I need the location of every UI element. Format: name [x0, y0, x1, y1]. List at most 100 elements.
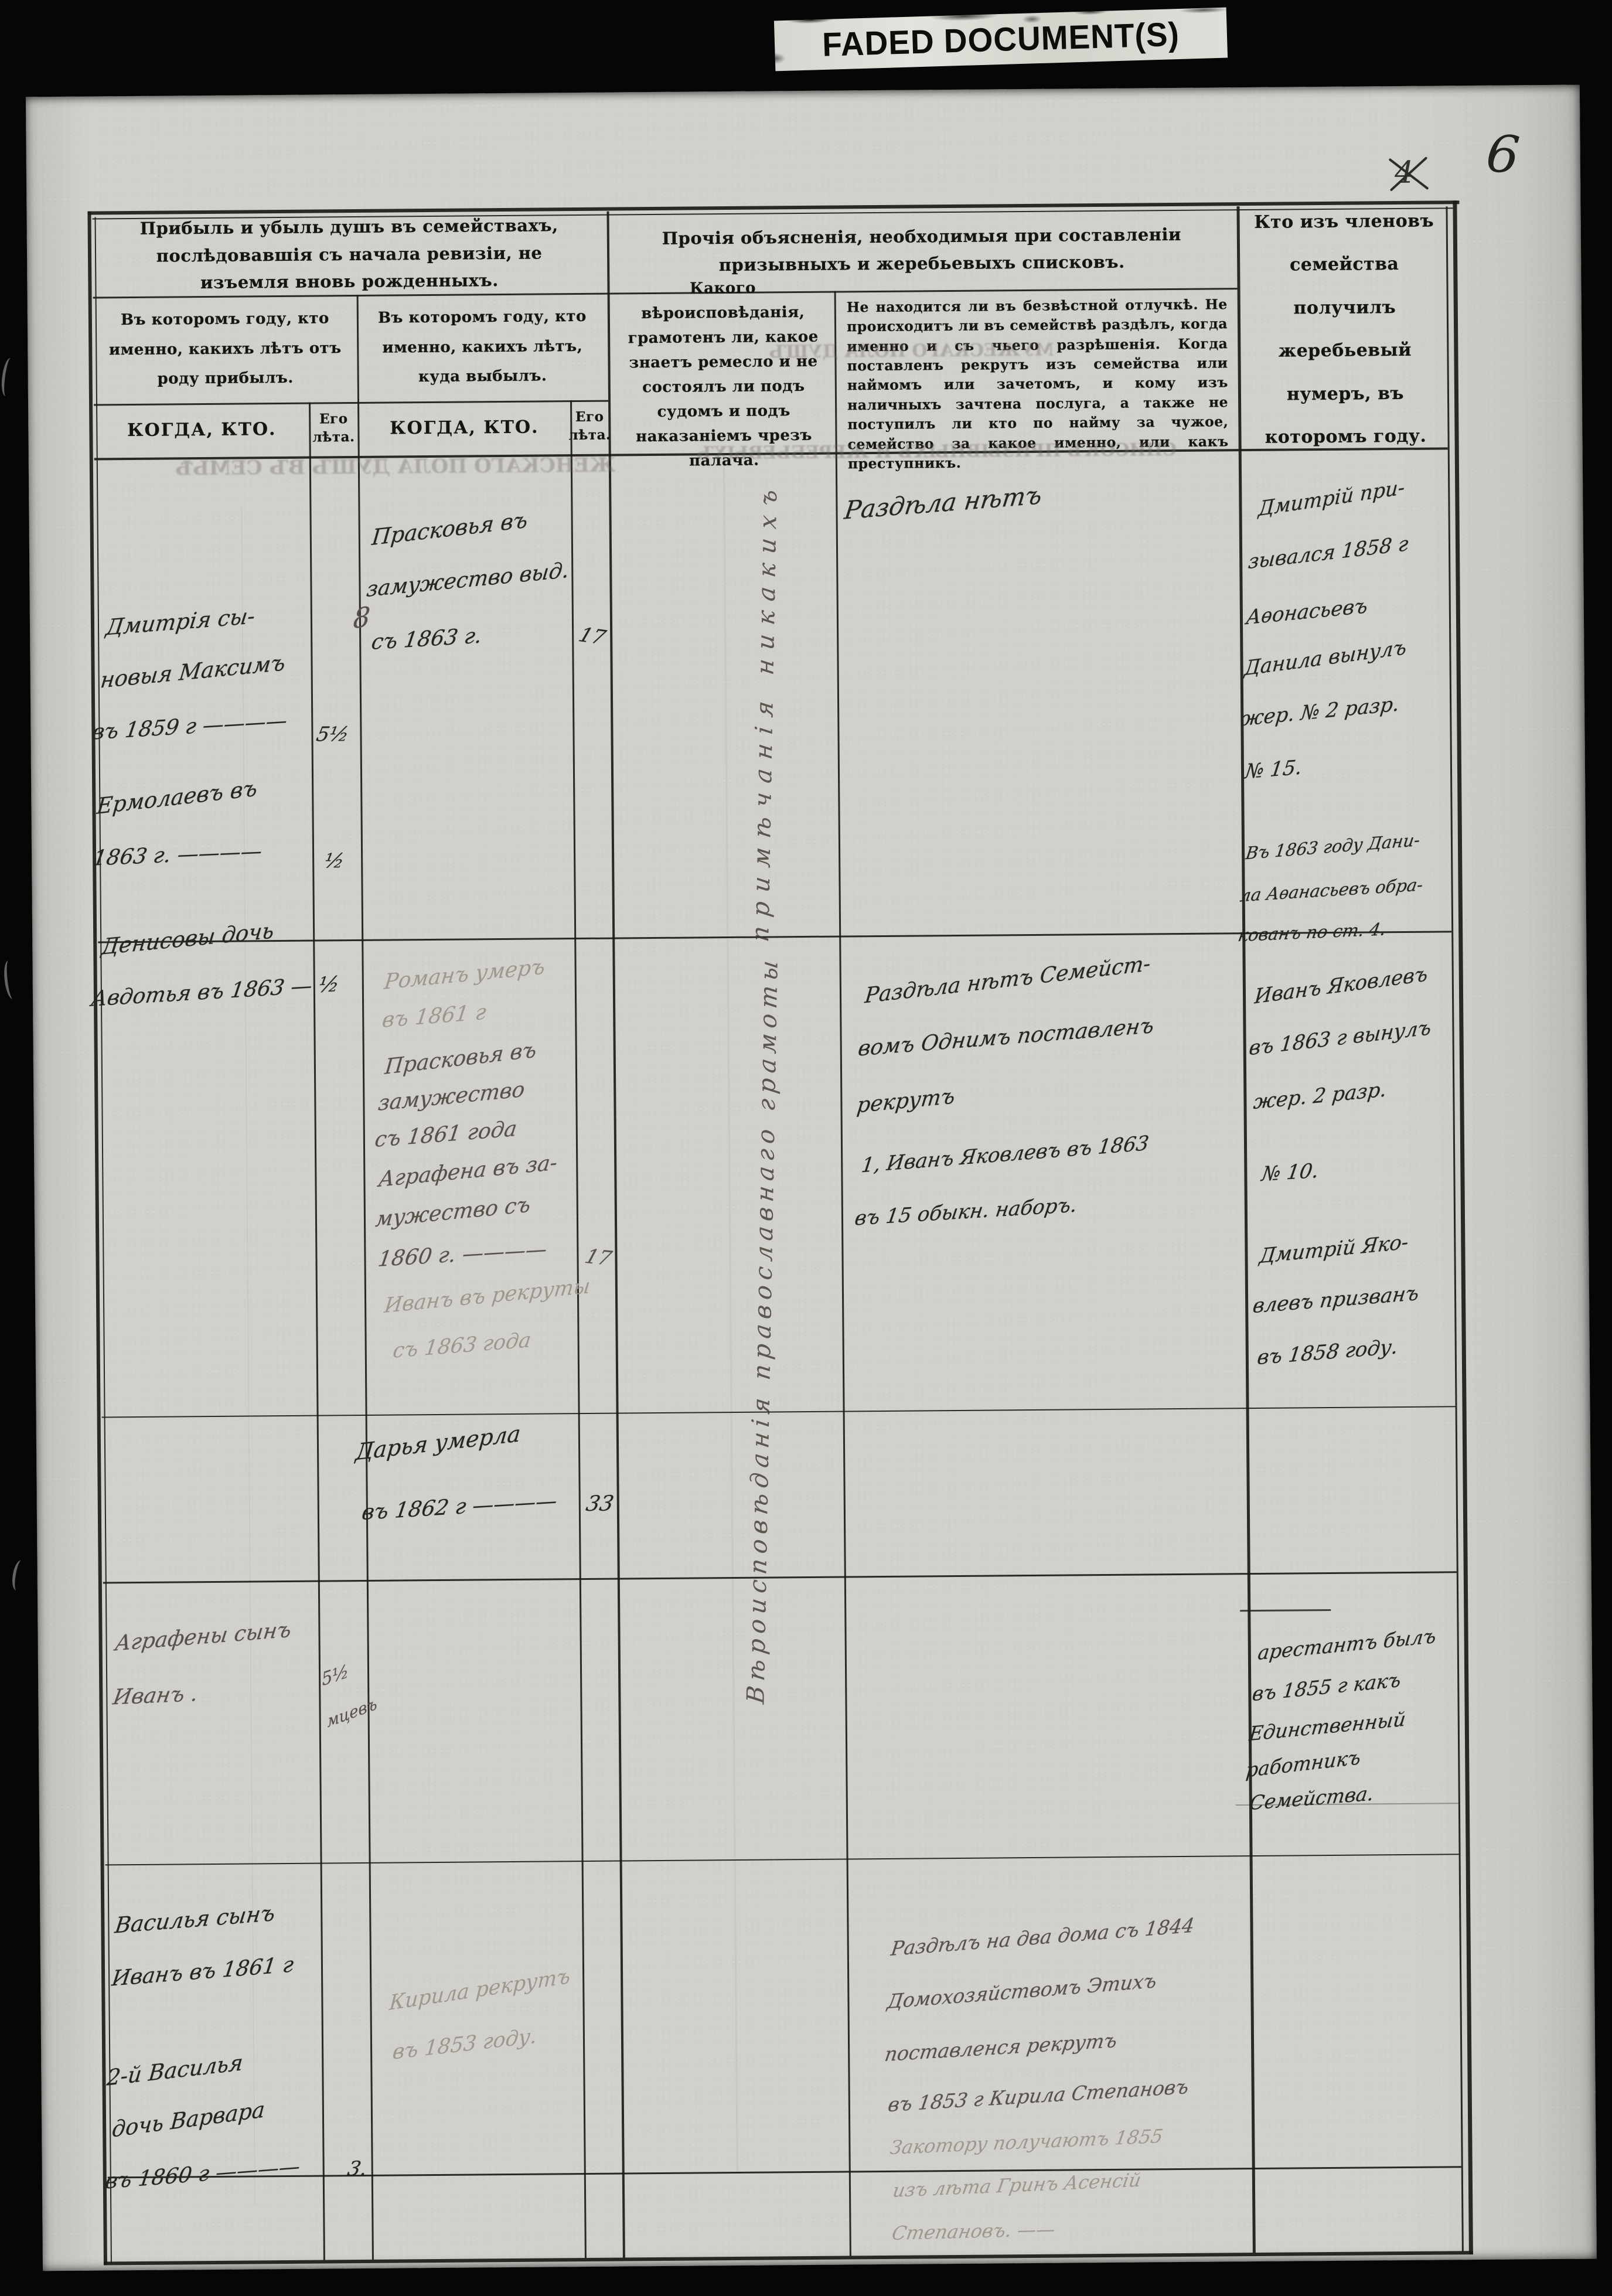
header-left-title: Прибыль и убыль душъ въ семействахъ, пос…: [139, 215, 558, 293]
handwritten-entry: Аѳонасьевъ: [1245, 594, 1369, 630]
crossed-page-number: 4: [1388, 155, 1429, 192]
handwritten-entry: Домохозяйствомъ Этихъ: [885, 1968, 1158, 2014]
handwritten-entry: въ 1858 году.: [1256, 1335, 1400, 1370]
page-number: 6: [1483, 122, 1522, 186]
handwritten-entry: Иванъ въ рекруты: [383, 1274, 592, 1318]
handwritten-entry: съ 1861 года: [373, 1116, 519, 1153]
handwritten-entry: жер. 2 разр.: [1252, 1078, 1388, 1115]
handwritten-entry: Авдотья въ 1863 — ½: [89, 972, 341, 1011]
handwritten-entry: Прасковья въ: [383, 1038, 538, 1079]
handwritten-entry: Прасковья въ: [370, 507, 529, 551]
handwritten-entry: ½: [322, 849, 347, 873]
header-absence: Не находится ли въ безвѣстной отлучкѣ. Н…: [846, 296, 1229, 472]
handwritten-entry: 17: [575, 623, 609, 649]
handwritten-entry: новыя Максимъ: [99, 650, 287, 693]
grid-line: [101, 1406, 1456, 1418]
grid-line: [1236, 206, 1256, 2253]
handwritten-entry: арестантъ былъ: [1256, 1624, 1438, 1665]
handwritten-entry: вомъ Однимъ поставленъ: [856, 1013, 1156, 1061]
handwritten-entry: Аграфена въ за-: [377, 1150, 559, 1193]
table-border: [1453, 200, 1473, 2255]
bleedthrough-layer: ЖЕНСКАГО ПОЛА ДУШЪ ВЪ СЕМЬѢ СПИСОКЪ ПРИЗЫ…: [26, 85, 1580, 481]
binding-stitch: [2, 959, 21, 1000]
handwritten-entry: Раздѣла нѣтъ Семейст-: [863, 951, 1152, 1009]
grid-line: [107, 2166, 1461, 2179]
handwritten-entry: въ 1853 г Кирила Степановъ: [886, 2074, 1191, 2117]
handwritten-entry: Иванъ .: [111, 1681, 200, 1710]
stamp-label: FADED DOCUMENT(S): [822, 15, 1180, 64]
paper-crease: [241, 505, 256, 2205]
handwritten-entry: 33: [584, 1491, 616, 1516]
grid-line: [105, 1854, 1459, 1866]
handwritten-entry: 2-й Василья: [105, 2049, 244, 2091]
table-border: [103, 2251, 1473, 2266]
handwritten-entry: 17: [582, 1245, 615, 1270]
handwritten-entry: поставленся рекрутъ: [883, 2028, 1119, 2066]
handwritten-entry: 8: [352, 600, 372, 635]
grid-line: [834, 291, 851, 2256]
handwritten-entry: замужество выд.: [365, 558, 571, 602]
bleedthrough-text: МУЖЕСКАГО ПОЛА ДУШЪ: [769, 339, 1054, 363]
header-right-title: Кто изъ членовъ семейства получилъ жереб…: [1254, 210, 1434, 448]
paper-crease: [722, 455, 738, 2172]
document-paper: 4 6 Прибыль и убыл: [25, 84, 1597, 2271]
handwritten-entry: замужество: [377, 1077, 526, 1116]
handwritten-entry: Закотору получаютъ 1855: [888, 2124, 1165, 2159]
handwritten-entry: въ 1859 г ————: [90, 708, 289, 745]
header-his-age-1: Его лѣта.: [312, 411, 355, 445]
handwritten-entry: Дмитрій при-: [1257, 475, 1406, 522]
handwritten-entry: съ 1863 г.: [370, 624, 484, 655]
grid-line: [103, 1571, 1457, 1584]
handwritten-entry: Дмитрія сы-: [104, 603, 257, 641]
header-when-who-1: КОГДА, КТО.: [127, 418, 277, 441]
handwritten-entry: 1, Иванъ Яковлевъ въ 1863: [860, 1131, 1151, 1178]
handwritten-entry: Раздѣлъ на два дома съ 1844: [890, 1913, 1196, 1961]
handwritten-entry: Ермолаевъ въ: [96, 775, 259, 819]
handwritten-entry: № 10.: [1260, 1159, 1321, 1187]
handwritten-entry: Семейства.: [1248, 1781, 1375, 1815]
handwritten-entry: рекрутъ: [856, 1084, 957, 1118]
handwritten-entry: Степановъ. ——: [890, 2217, 1058, 2244]
handwritten-entry: въ 15 обыкн. наборъ.: [853, 1193, 1079, 1231]
header-when-who-2: КОГДА, КТО.: [390, 417, 539, 439]
grid-line: [570, 400, 587, 2258]
handwritten-entry: мцевъ: [325, 1694, 379, 1732]
handwritten-entry: 5½: [321, 1660, 350, 1691]
handwritten-entry: Дарья умерла: [354, 1420, 522, 1466]
handwritten-entry: въ 1860 г ————: [104, 2154, 302, 2194]
bleedthrough-text: ЖЕНСКАГО ПОЛА ДУШЪ ВЪ СЕМЬѢ: [175, 453, 616, 481]
handwritten-entry: Раздѣла нѣтъ: [843, 480, 1044, 525]
handwritten-entry: Романъ умеръ: [383, 955, 547, 994]
handwritten-entry: дочь Варвара: [111, 2096, 266, 2142]
handwritten-entry: кованъ по ст. 4.: [1236, 919, 1388, 946]
vertical-note: примѣчанія никакихъ: [746, 478, 783, 943]
handwritten-entry: 5½: [314, 723, 352, 747]
handwritten-entry: ла Аѳанасьевъ обра-: [1239, 874, 1424, 906]
bleedthrough-text: СПИСОКЪ ПРИЗЫВНЫХЪ И ЖЕРЕБЬЕВЫХЪ: [696, 439, 1177, 464]
handwritten-entry: 1860 г. ————: [376, 1237, 549, 1272]
handwritten-entry: Кирила рекрутъ: [388, 1964, 571, 2016]
header-religion: Какого вѣроисповѣданія, грамотенъ ли, ка…: [628, 279, 819, 470]
handwritten-entry: въ 1863 г вынулъ: [1248, 1016, 1433, 1061]
handwritten-entry: въ 1861 г: [380, 1000, 488, 1033]
handwritten-entry: Данила вынулъ: [1243, 635, 1407, 681]
handwritten-entry: Въ 1863 году Дани-: [1244, 829, 1422, 864]
handwritten-entry: въ 1855 г какъ: [1251, 1668, 1402, 1706]
handwritten-entry: 3.: [345, 2157, 370, 2181]
handwritten-entry: Денисовы дочь: [100, 918, 275, 960]
grid-line: [309, 402, 325, 2260]
header-his-age-2: Его лѣта.: [568, 408, 611, 444]
handwritten-entry: въ 1862 г ————: [360, 1488, 559, 1525]
binding-stitch: [10, 1559, 29, 1592]
grid-line: [1240, 1609, 1331, 1612]
handwriting-layer: Дмитрія сы-новыя Максимъ въ 1859 г ———— 5½…: [26, 85, 1580, 2244]
handwritten-entry: влевъ призванъ: [1251, 1281, 1421, 1319]
handwritten-entry: работникъ: [1245, 1745, 1362, 1782]
handwritten-entry: № 15.: [1243, 755, 1304, 784]
handwritten-entry: Единственный: [1248, 1707, 1407, 1746]
handwritten-entry: Аграфены сынъ: [113, 1617, 293, 1656]
binding-stitch: [0, 357, 18, 397]
handwritten-entry: въ 1853 году.: [391, 2024, 538, 2065]
